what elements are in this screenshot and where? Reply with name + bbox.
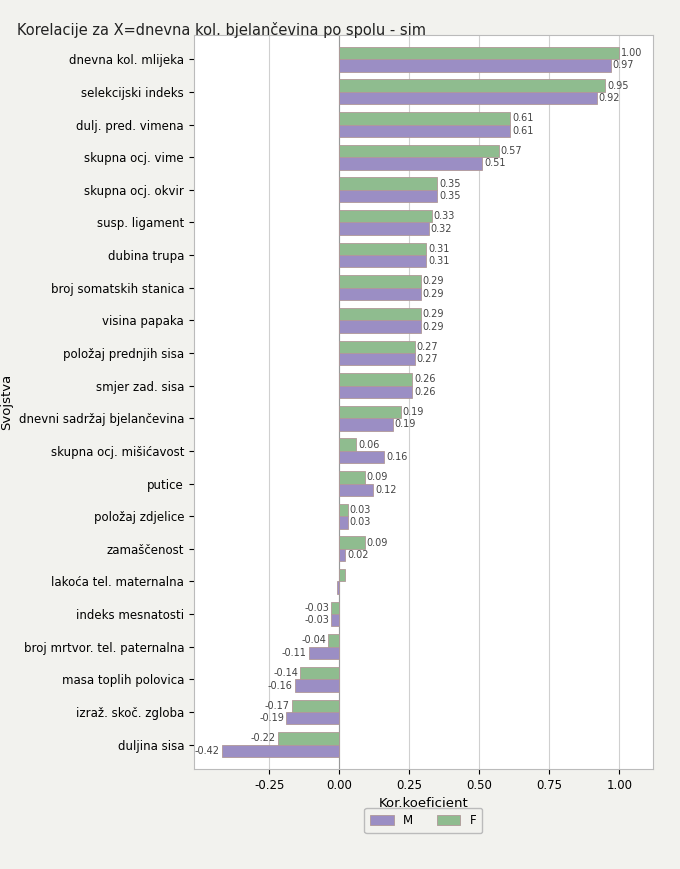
Bar [277,733,339,745]
Bar [339,222,429,235]
Text: 0.12: 0.12 [375,485,396,494]
Bar [339,386,412,398]
Text: -0.11: -0.11 [282,648,307,658]
Bar [339,321,420,333]
Bar [339,59,611,71]
Bar [331,601,339,614]
Bar [339,353,415,365]
Bar [339,483,373,496]
Bar [339,308,420,321]
Bar [300,667,339,680]
Bar [339,92,597,104]
Bar [339,569,345,581]
Bar [339,406,401,418]
Bar [339,536,364,549]
Bar [337,581,339,594]
Text: 0.51: 0.51 [484,158,505,169]
Bar [339,275,420,288]
Bar [339,549,345,561]
Text: 0.27: 0.27 [417,355,439,364]
Bar [339,112,510,124]
Bar [339,157,482,169]
Text: -0.22: -0.22 [251,733,276,743]
Text: 0.29: 0.29 [422,309,444,319]
Text: 0.09: 0.09 [367,538,388,547]
Bar [339,145,499,157]
Legend: M, F: M, F [364,808,482,833]
Text: 0.19: 0.19 [403,407,424,417]
Text: 0.33: 0.33 [434,211,455,222]
Bar [339,451,384,463]
Text: -0.03: -0.03 [304,603,329,613]
Bar [339,341,415,353]
Bar [339,47,619,59]
Bar [339,288,420,300]
Text: 0.16: 0.16 [386,452,407,462]
Bar [294,680,339,692]
Text: 0.61: 0.61 [512,126,533,136]
Text: 0.09: 0.09 [367,472,388,482]
Text: 0.26: 0.26 [414,375,436,384]
Text: 0.31: 0.31 [428,256,449,266]
Text: 0.06: 0.06 [358,440,379,449]
X-axis label: Kor.koeficient: Kor.koeficient [379,798,468,811]
Bar [339,504,347,516]
Bar [339,242,426,255]
Text: 0.26: 0.26 [414,387,436,397]
Text: 0.61: 0.61 [512,113,533,123]
Bar [309,647,339,659]
Bar [339,124,510,137]
Text: 0.57: 0.57 [501,146,522,156]
Text: 0.35: 0.35 [439,178,461,189]
Text: -0.17: -0.17 [265,700,290,711]
Bar [339,471,364,483]
Bar [339,255,426,268]
Text: 0.29: 0.29 [422,276,444,287]
Text: -0.04: -0.04 [301,635,326,646]
Text: -0.16: -0.16 [268,680,292,691]
Text: -0.19: -0.19 [259,713,284,723]
Bar [331,614,339,627]
Bar [328,634,339,647]
Text: 0.27: 0.27 [417,342,439,352]
Bar [339,439,356,451]
Text: -0.03: -0.03 [304,615,329,626]
Text: 1.00: 1.00 [621,48,643,58]
Text: -0.14: -0.14 [273,668,299,678]
Text: 0.92: 0.92 [599,93,620,103]
Bar [339,516,347,528]
Bar [339,418,392,431]
Bar [286,712,339,725]
Bar [222,745,339,757]
Text: 0.02: 0.02 [347,550,369,560]
Text: 0.29: 0.29 [422,322,444,332]
Text: 0.32: 0.32 [431,223,452,234]
Bar [339,373,412,386]
Bar [292,700,339,712]
Text: 0.31: 0.31 [428,244,449,254]
Text: -0.42: -0.42 [195,746,220,756]
Text: 0.19: 0.19 [394,420,416,429]
Y-axis label: Svojstva: Svojstva [0,374,13,430]
Bar [339,210,432,222]
Text: 0.97: 0.97 [613,61,634,70]
Bar [339,189,437,202]
Text: Korelacije za X=dnevna kol. bjelančevina po spolu - sim: Korelacije za X=dnevna kol. bjelančevina… [17,22,426,37]
Text: 0.03: 0.03 [350,517,371,527]
Text: 0.95: 0.95 [607,81,629,90]
Text: 0.35: 0.35 [439,191,461,201]
Bar [339,79,605,92]
Text: 0.03: 0.03 [350,505,371,515]
Bar [339,177,437,189]
Text: 0.29: 0.29 [422,289,444,299]
